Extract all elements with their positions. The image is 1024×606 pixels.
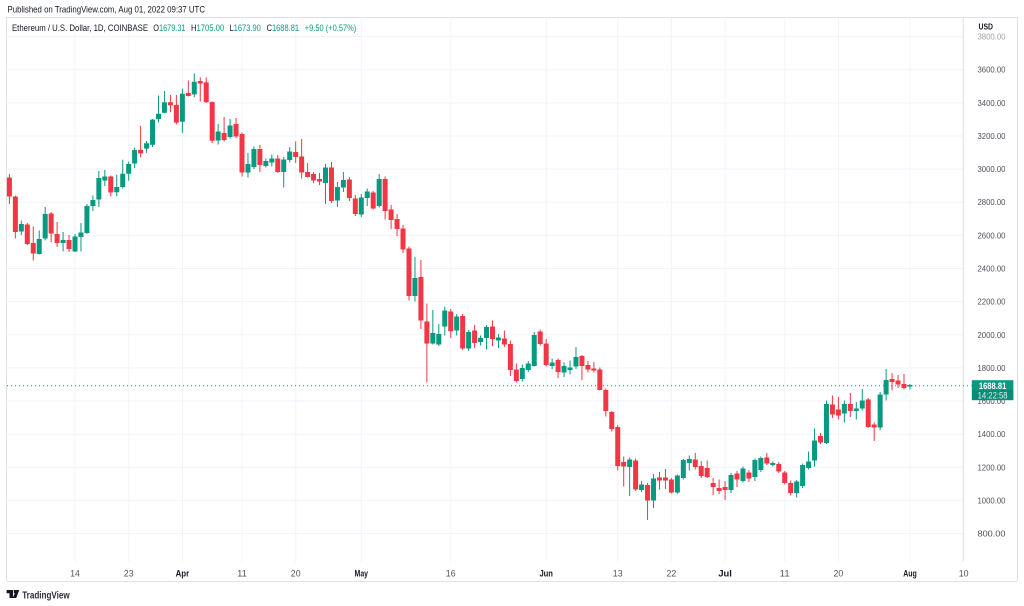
- svg-text:1800.00: 1800.00: [978, 363, 1006, 373]
- svg-text:Jun: Jun: [539, 569, 553, 580]
- svg-text:USD: USD: [979, 22, 994, 32]
- svg-text:2400.00: 2400.00: [978, 264, 1006, 274]
- svg-text:May: May: [355, 569, 369, 580]
- svg-text:3000.00: 3000.00: [978, 164, 1006, 174]
- svg-text:1000.00: 1000.00: [978, 495, 1006, 505]
- svg-text:2000.00: 2000.00: [978, 330, 1006, 340]
- svg-text:Aug: Aug: [903, 569, 917, 580]
- svg-text:14:22:58: 14:22:58: [978, 390, 1008, 400]
- svg-text:20: 20: [291, 569, 301, 580]
- svg-text:2800.00: 2800.00: [978, 197, 1006, 207]
- svg-text:11: 11: [237, 569, 247, 580]
- svg-text:+9.50 (+0.57%): +9.50 (+0.57%): [305, 23, 357, 34]
- svg-text:13: 13: [613, 569, 623, 580]
- svg-text:22: 22: [667, 569, 677, 580]
- svg-text:3200.00: 3200.00: [978, 131, 1006, 141]
- svg-text:1688.81: 1688.81: [979, 381, 1007, 391]
- svg-text:C1688.81: C1688.81: [267, 23, 299, 34]
- svg-text:20: 20: [834, 569, 844, 580]
- svg-text:1600.00: 1600.00: [978, 396, 1006, 406]
- svg-text:23: 23: [124, 569, 134, 580]
- svg-text:14: 14: [70, 569, 80, 580]
- svg-text:16: 16: [446, 569, 456, 580]
- svg-text:1400.00: 1400.00: [978, 429, 1006, 439]
- svg-text:H1705.00: H1705.00: [191, 23, 224, 34]
- svg-text:2200.00: 2200.00: [978, 297, 1006, 307]
- svg-text:TradingView: TradingView: [22, 589, 70, 601]
- svg-text:1200.00: 1200.00: [978, 462, 1006, 472]
- svg-text:3400.00: 3400.00: [978, 98, 1006, 108]
- svg-text:Ethereum / U.S. Dollar, 1D, CO: Ethereum / U.S. Dollar, 1D, COINBASE: [12, 23, 148, 34]
- svg-text:3600.00: 3600.00: [978, 65, 1006, 75]
- svg-text:L1673.90: L1673.90: [230, 23, 261, 34]
- svg-text:10: 10: [959, 569, 969, 580]
- svg-text:Apr: Apr: [176, 569, 190, 580]
- svg-text:Published on TradingView.com,: Published on TradingView.com, Aug 01, 20…: [8, 5, 206, 16]
- svg-text:3800.00: 3800.00: [978, 32, 1006, 42]
- svg-text:2600.00: 2600.00: [978, 230, 1006, 240]
- svg-text:O1679.31: O1679.31: [153, 23, 185, 34]
- svg-text:11: 11: [780, 569, 790, 580]
- svg-text:800.00: 800.00: [978, 529, 1006, 539]
- svg-text:Jul: Jul: [718, 569, 732, 580]
